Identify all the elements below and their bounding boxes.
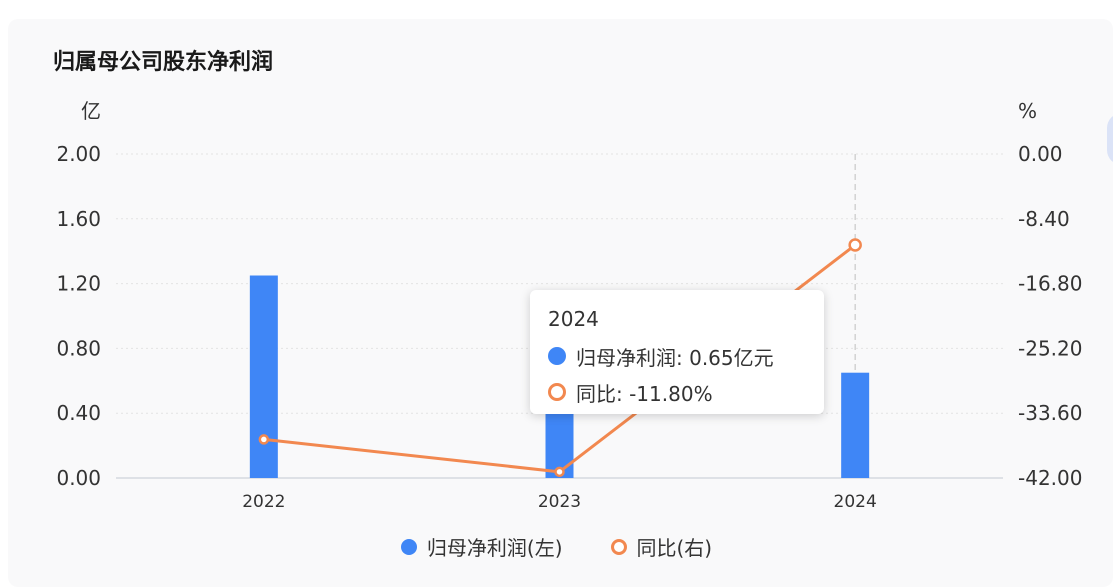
right-tick-label: -25.20 bbox=[1018, 336, 1082, 360]
right-tick-label: -8.40 bbox=[1018, 207, 1070, 231]
legend-line-icon bbox=[610, 538, 627, 555]
tooltip-bar-label: 归母净利润: 0.65亿元 bbox=[576, 345, 774, 370]
right-tick-label: -42.00 bbox=[1018, 466, 1082, 490]
yoy-point-2023 bbox=[554, 466, 565, 478]
legend-bar-icon bbox=[400, 538, 417, 555]
left-tick-label: 0.80 bbox=[56, 336, 101, 360]
bar-marker-icon bbox=[548, 347, 566, 365]
x-tick-label: 2024 bbox=[834, 492, 877, 512]
right-axis-unit: % bbox=[1018, 99, 1037, 123]
tooltip-line-row: 同比: -11.80% bbox=[548, 374, 806, 410]
left-tick-label: 0.00 bbox=[56, 466, 101, 490]
tooltip-line-label: 同比: -11.80% bbox=[576, 381, 713, 406]
yoy-point-2022 bbox=[258, 434, 270, 445]
right-tick-label: -16.80 bbox=[1018, 272, 1082, 296]
tooltip-bar-row: 归母净利润: 0.65亿元 bbox=[548, 338, 806, 374]
legend-label-yoy: 同比(右) bbox=[636, 536, 713, 560]
right-tick-label: -33.60 bbox=[1018, 401, 1082, 425]
bar-2024 bbox=[841, 372, 870, 478]
bar-2022 bbox=[249, 275, 278, 478]
left-tick-label: 2.00 bbox=[56, 142, 101, 166]
chart-tooltip: 2024 归母净利润: 0.65亿元 同比: -11.80% bbox=[530, 290, 824, 414]
legend-label-profit: 归母净利润(左) bbox=[426, 536, 563, 560]
left-axis-unit: 亿 bbox=[81, 99, 101, 123]
side-floating-button[interactable] bbox=[1107, 113, 1113, 165]
legend-item-yoy[interactable]: 同比(右) bbox=[610, 532, 713, 561]
right-tick-label: 0.00 bbox=[1018, 142, 1063, 166]
chart-title: 归属母公司股东净利润 bbox=[53, 50, 274, 75]
left-tick-label: 1.60 bbox=[56, 207, 101, 231]
tooltip-title: 2024 bbox=[548, 307, 599, 331]
legend-item-profit[interactable]: 归母净利润(左) bbox=[400, 532, 563, 561]
line-marker-icon bbox=[548, 383, 566, 401]
yoy-point-2024 bbox=[848, 238, 862, 252]
left-tick-label: 1.20 bbox=[56, 272, 101, 296]
x-tick-label: 2023 bbox=[538, 492, 581, 512]
left-tick-label: 0.40 bbox=[56, 401, 101, 425]
x-tick-label: 2022 bbox=[242, 492, 285, 512]
chart-legend: 归母净利润(左) 同比(右) bbox=[0, 532, 1113, 561]
